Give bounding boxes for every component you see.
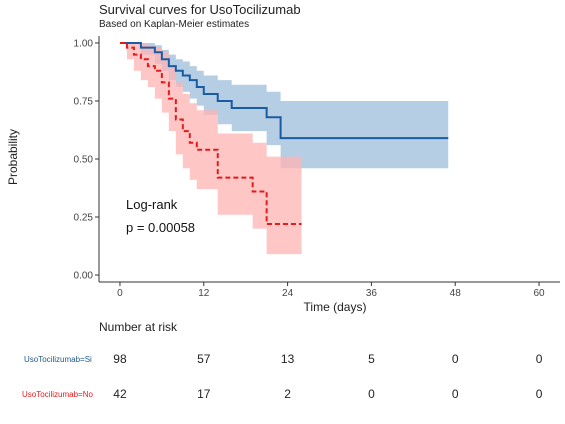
risk-cell: 5 — [368, 352, 375, 366]
survival-line-no — [119, 41, 302, 225]
risk-cell: 0 — [535, 387, 543, 401]
survival-curves — [119, 41, 449, 225]
chart-title: Survival curves for UsoTocilizumab — [99, 2, 301, 17]
y-tick-label: 0.75 — [74, 96, 94, 107]
x-tick-label: 48 — [450, 288, 462, 299]
risk-cell: 98 — [113, 352, 127, 366]
x-tick-label: 36 — [366, 288, 378, 299]
ticks: 0 12 24 36 48 60 0.00 0.25 0.50 0.75 1.00 — [74, 38, 546, 299]
ci-band-si — [119, 42, 449, 169]
risk-cell: 0 — [451, 387, 459, 401]
risk-cell: 57 — [197, 352, 211, 366]
risk-cell: 13 — [280, 352, 295, 366]
y-tick-label: 1.00 — [74, 38, 94, 49]
confidence-bands — [119, 42, 449, 255]
logrank-pvalue: p = 0.00058 — [126, 220, 195, 235]
ci-band-no — [119, 42, 302, 255]
risk-cell: 17 — [197, 387, 211, 401]
risk-table-title: Number at risk — [99, 320, 178, 334]
risk-cell: 0 — [535, 352, 543, 366]
x-tick-label: 12 — [198, 288, 210, 299]
risk-row-label-no: UsoTocilizumab=No — [22, 390, 93, 399]
risk-cell: 0 — [451, 352, 459, 366]
x-axis-label: Time (days) — [304, 300, 367, 314]
risk-cell: 0 — [368, 387, 375, 401]
risk-cell: 42 — [113, 387, 127, 401]
y-tick-label: 0.00 — [74, 271, 94, 282]
x-tick-label: 60 — [533, 288, 545, 299]
logrank-label: Log-rank — [126, 197, 178, 212]
survival-line-si — [119, 41, 449, 140]
x-tick-label: 0 — [117, 288, 123, 299]
risk-cell: 2 — [284, 387, 291, 401]
chart-subtitle: Based on Kaplan-Meier estimates — [99, 19, 250, 30]
risk-row-label-si: UsoTocilizumab=Si — [24, 355, 92, 364]
x-tick-label: 24 — [282, 288, 294, 299]
y-tick-label: 0.25 — [74, 213, 94, 224]
y-tick-label: 0.50 — [74, 155, 94, 166]
